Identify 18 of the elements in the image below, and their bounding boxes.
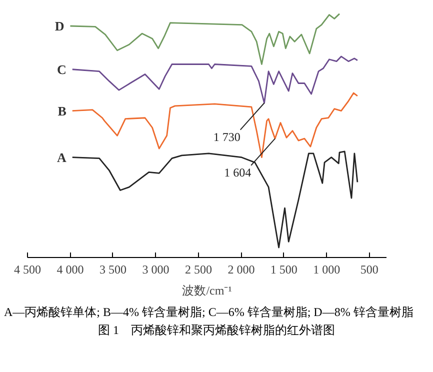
series-label: C	[56, 62, 66, 77]
x-tick-label: 3 500	[99, 262, 126, 276]
x-tick-label: 2 000	[228, 262, 255, 276]
x-tick-label: 4 000	[56, 262, 84, 276]
text: 图 1 丙烯酸锌和聚丙烯酸锌树脂的红外谱图	[98, 322, 335, 339]
series-label: A	[56, 150, 67, 165]
x-tick-label: 1 500	[270, 262, 298, 276]
x-tick-label: 2 500	[184, 262, 212, 276]
annotation: 1 730	[213, 130, 240, 144]
series-label: D	[54, 18, 64, 34]
x-tick-label: 3 000	[142, 262, 170, 276]
x-tick-label: 500	[360, 262, 378, 276]
x-tick-label: 4 500	[14, 262, 41, 276]
series-label: B	[58, 103, 67, 118]
x-axis-title: 波数/cm⁻¹	[182, 284, 232, 298]
annotation: 1 604	[224, 165, 252, 180]
x-tick-label: 1 000	[313, 262, 340, 276]
text: A—丙烯酸锌单体; B—4% 锌含量树脂; C—6% 锌含量树脂; D—8% 锌含量树脂	[4, 304, 414, 320]
